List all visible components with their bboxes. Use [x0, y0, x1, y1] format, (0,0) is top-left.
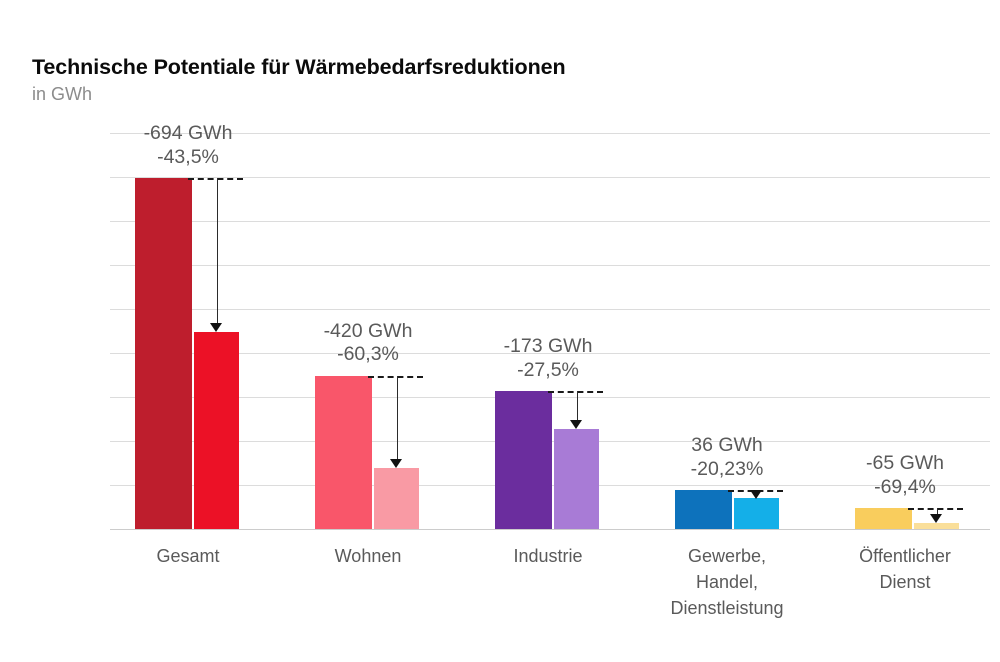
gridline-1800 — [110, 133, 990, 134]
annotation-absolute: -173 GWh — [503, 334, 593, 357]
bar-group — [675, 133, 783, 529]
x-axis-label: Öffentlicher Dienst — [815, 543, 995, 595]
bar-before[interactable] — [855, 508, 912, 529]
change-arrow-head — [390, 459, 402, 469]
reference-dashed-line — [188, 178, 243, 181]
reference-dashed-line — [908, 508, 963, 511]
bar-group — [315, 133, 423, 529]
x-axis-label-line: Öffentlicher — [859, 546, 951, 566]
annotation-absolute: -65 GWh — [865, 452, 945, 475]
bar-before[interactable] — [495, 390, 552, 529]
x-axis-label-line: Wohnen — [334, 546, 402, 566]
change-arrow-shaft — [936, 508, 938, 514]
change-arrow-head — [570, 419, 582, 429]
bar-group — [855, 133, 963, 529]
change-arrow-shaft — [216, 178, 218, 323]
gridline-1600 — [110, 177, 990, 178]
annotation-absolute: -420 GWh — [323, 319, 413, 342]
bar-after[interactable] — [734, 497, 779, 529]
x-axis-label-line: Dienst — [879, 572, 931, 593]
bar-before[interactable] — [135, 178, 192, 529]
change-arrow-head — [210, 322, 222, 332]
x-axis-label: Gesamt — [98, 543, 278, 569]
change-annotation: -65 GWh -69,4% — [795, 452, 1000, 500]
x-axis-label: Wohnen — [278, 543, 458, 569]
change-arrow-shaft — [576, 390, 578, 420]
bar-before[interactable] — [675, 489, 732, 529]
bar-after[interactable] — [194, 331, 239, 529]
gridline-1000 — [110, 309, 990, 310]
x-axis-label-line: Gewerbe, — [687, 546, 767, 566]
bar-group — [135, 133, 243, 529]
gridline-0 — [110, 529, 990, 530]
reference-dashed-line — [368, 375, 423, 378]
bar-after[interactable] — [554, 428, 599, 529]
change-arrow-shaft — [396, 375, 398, 460]
annotation-percent: -27,5% — [517, 358, 579, 381]
annotation-percent: -60,3% — [337, 343, 399, 366]
change-annotation: -173 GWh -27,5% — [438, 335, 658, 383]
x-axis-label-line: Handel, — [695, 572, 759, 593]
chart-title: Technische Potentiale für Wärmebedarfsre… — [32, 55, 566, 79]
chart-subtitle: in GWh — [32, 84, 93, 104]
annotation-percent: -43,5% — [157, 145, 219, 168]
gridline-1200 — [110, 265, 990, 266]
bar-after[interactable] — [374, 468, 419, 529]
gridline-800 — [110, 353, 990, 354]
change-annotation: -694 GWh -43,5% — [78, 122, 298, 170]
annotation-percent: -20,23% — [690, 457, 764, 480]
change-annotation: 36 GWh -20,23% — [617, 434, 837, 482]
x-axis-label-line: Gesamt — [156, 546, 220, 566]
annotation-absolute: 36 GWh — [691, 433, 763, 456]
x-axis-label-line: Dienstleistung — [670, 598, 784, 619]
change-annotation: -420 GWh -60,3% — [258, 320, 478, 368]
bar-before[interactable] — [315, 375, 372, 529]
gridline-1400 — [110, 221, 990, 222]
plot-area: 020040060080010001200140016001800 — [110, 133, 990, 530]
change-arrow-head — [930, 513, 942, 523]
x-axis-label-line: Industrie — [513, 546, 583, 566]
x-axis-label: Industrie — [458, 543, 638, 569]
bar-group — [495, 133, 603, 529]
annotation-absolute: -694 GWh — [143, 122, 233, 145]
change-arrow-head — [750, 489, 762, 499]
x-axis-label: Gewerbe, Handel, Dienstleistung — [637, 543, 817, 621]
bar-after[interactable] — [914, 522, 959, 529]
reference-dashed-line — [548, 390, 603, 393]
annotation-percent: -69,4% — [874, 476, 936, 499]
